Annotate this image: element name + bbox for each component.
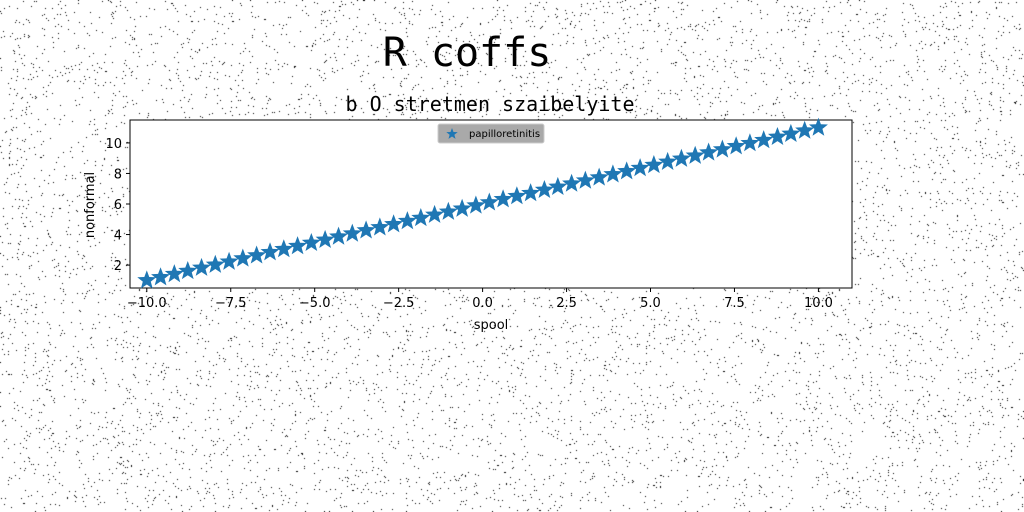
x-tick-label: −5.0 (299, 296, 331, 311)
data-point-star (795, 120, 815, 139)
data-point-star (315, 229, 335, 248)
data-point-star (575, 170, 595, 189)
data-point-star (808, 117, 828, 136)
x-axis-ticks: −10.0 −7.5 −5.0 −2.5 0.0 2.5 5.0 7.5 10.0 (127, 288, 833, 311)
data-point-star (164, 264, 184, 283)
data-point-star (370, 217, 390, 236)
x-tick-label: −10.0 (127, 296, 167, 311)
x-tick-label: 7.5 (724, 296, 745, 311)
chart-suptitle: R coffs (383, 30, 552, 76)
data-point-star (589, 167, 609, 186)
data-point-star (699, 142, 719, 161)
x-tick-label: 10.0 (804, 296, 833, 311)
x-tick-label: 0.0 (472, 296, 493, 311)
x-tick-label: 2.5 (556, 296, 577, 311)
y-tick-label: 8 (114, 167, 122, 182)
data-point-star (644, 155, 664, 174)
legend-label: papilloretinitis (469, 129, 540, 140)
data-point-star (438, 201, 458, 220)
data-point-star (384, 214, 404, 233)
data-point-star (301, 232, 321, 252)
data-point-star (178, 261, 198, 280)
data-point-star (617, 161, 637, 180)
y-tick-label: 6 (114, 198, 122, 213)
legend-marker-star (446, 128, 458, 139)
data-point-star (247, 245, 267, 264)
x-tick-label: −2.5 (383, 296, 415, 311)
data-point-star (411, 208, 431, 227)
data-point-star (452, 198, 472, 217)
y-axis-ticks: 2 4 6 8 10 (105, 137, 130, 274)
data-point-star (397, 211, 417, 230)
y-tick-label: 10 (105, 137, 122, 152)
data-point-star (603, 164, 623, 183)
data-point-star (548, 176, 568, 195)
data-point-star (466, 195, 486, 214)
data-point-star (521, 183, 541, 202)
data-point-star (274, 239, 294, 258)
data-point-star (137, 270, 157, 289)
y-tick-label: 4 (114, 229, 122, 244)
data-point-star (260, 242, 280, 261)
data-point-star (342, 223, 362, 242)
data-point-star (205, 254, 225, 273)
data-point-star (712, 139, 732, 158)
data-point-star (425, 204, 445, 223)
legend: papilloretinitis (437, 123, 545, 144)
data-point-star (219, 251, 239, 270)
x-tick-label: 5.0 (640, 296, 661, 311)
data-point-star (781, 123, 801, 142)
data-point-star (630, 158, 650, 177)
data-point-star (479, 192, 499, 211)
data-point-star (740, 133, 760, 152)
data-point-star (726, 136, 746, 155)
data-point-star (329, 226, 349, 245)
data-point-star (151, 267, 171, 286)
data-point-star (356, 220, 376, 239)
data-point-star (534, 179, 554, 199)
data-point-star (658, 151, 678, 170)
x-axis-label: spool (474, 318, 509, 333)
series-points (137, 117, 828, 289)
data-point-star (767, 126, 787, 146)
data-point-star (288, 236, 308, 255)
data-point-star (233, 248, 253, 267)
legend-box (437, 123, 545, 144)
data-point-star (192, 257, 212, 276)
chart-title: b O stretmen szaibelyite (346, 92, 635, 116)
data-point-star (671, 148, 691, 167)
data-point-star (685, 145, 705, 164)
data-point-star (754, 130, 774, 149)
data-point-star (562, 173, 582, 192)
data-point-star (493, 189, 513, 208)
y-axis-label: nonformal (83, 172, 98, 238)
y-tick-label: 2 (114, 259, 122, 274)
data-point-star (507, 186, 527, 205)
x-tick-label: −7.5 (215, 296, 247, 311)
